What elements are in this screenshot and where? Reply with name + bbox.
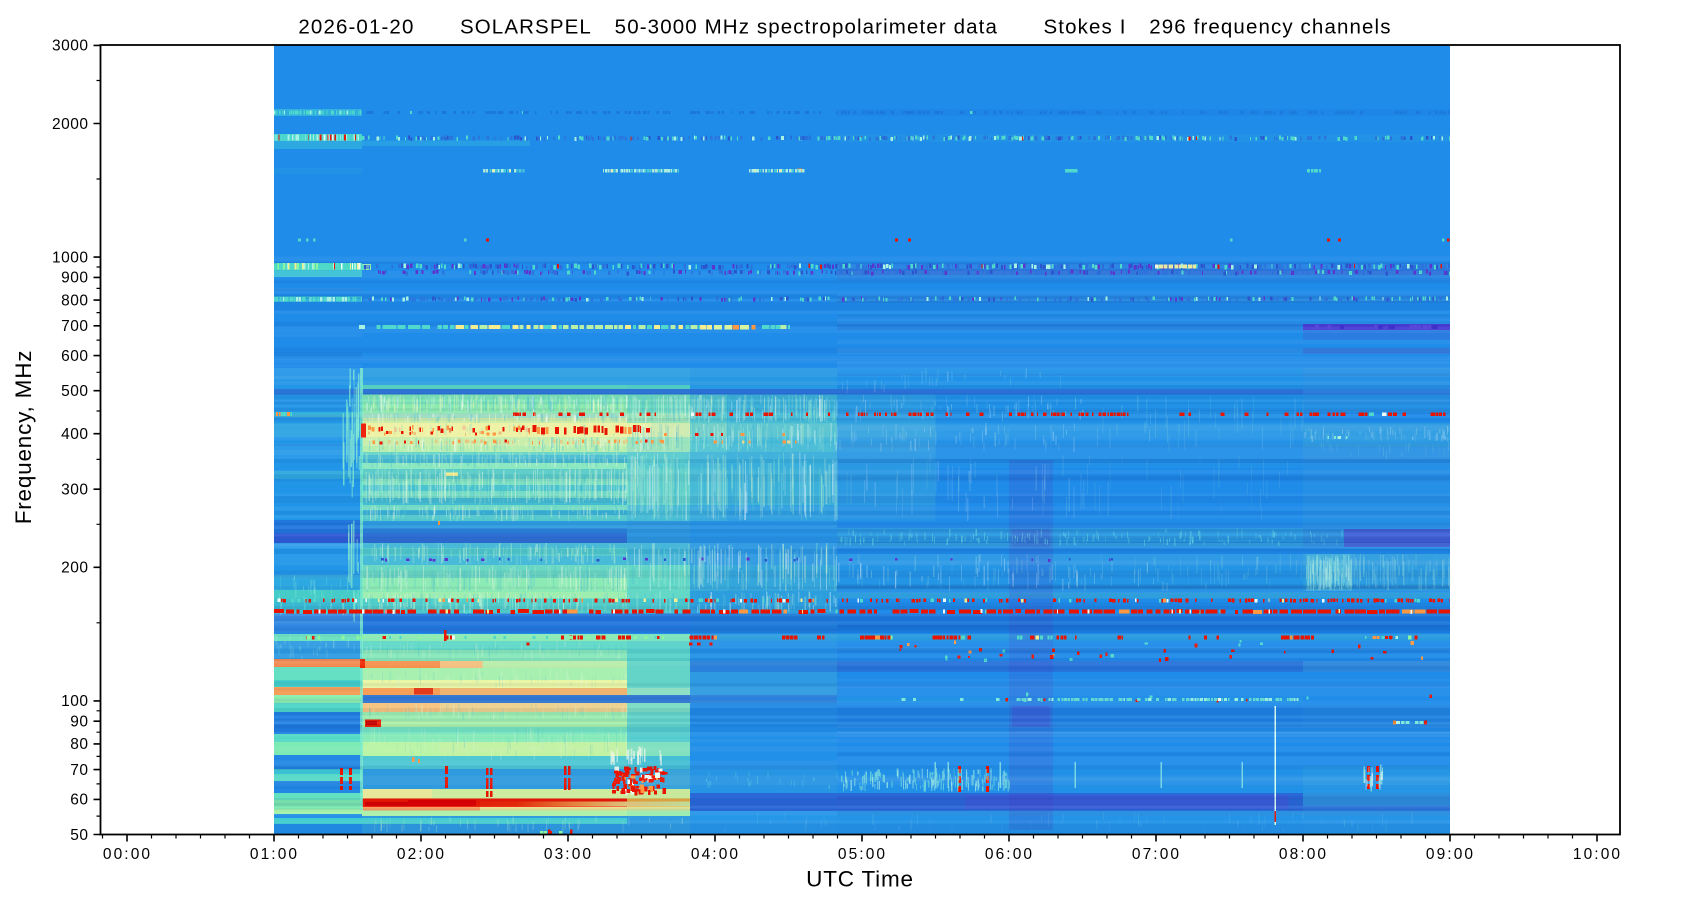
- svg-text:03:00: 03:00: [544, 846, 593, 863]
- svg-text:07:00: 07:00: [1132, 846, 1181, 863]
- svg-text:600: 600: [61, 348, 88, 365]
- svg-text:2026-01-20 SOLARSPEL 50-30: 2026-01-20 SOLARSPEL 50-3000 MHz spectro…: [298, 16, 1391, 39]
- svg-text:200: 200: [61, 560, 88, 577]
- svg-text:04:00: 04:00: [691, 846, 740, 863]
- svg-text:02:00: 02:00: [397, 846, 446, 863]
- svg-text:60: 60: [70, 792, 88, 809]
- svg-text:50: 50: [70, 827, 88, 844]
- svg-text:00:00: 00:00: [103, 846, 152, 863]
- svg-text:09:00: 09:00: [1426, 846, 1475, 863]
- svg-text:100: 100: [61, 693, 88, 710]
- svg-text:06:00: 06:00: [985, 846, 1034, 863]
- svg-text:3000: 3000: [52, 38, 88, 55]
- svg-text:1000: 1000: [52, 249, 88, 266]
- svg-text:900: 900: [61, 270, 88, 287]
- svg-text:10:00: 10:00: [1573, 846, 1622, 863]
- svg-text:300: 300: [61, 481, 88, 498]
- svg-text:800: 800: [61, 292, 88, 309]
- svg-text:05:00: 05:00: [838, 846, 887, 863]
- svg-text:01:00: 01:00: [250, 846, 299, 863]
- svg-text:400: 400: [61, 426, 88, 443]
- svg-text:2000: 2000: [52, 116, 88, 133]
- svg-text:500: 500: [61, 383, 88, 400]
- svg-text:70: 70: [70, 762, 88, 779]
- svg-text:700: 700: [61, 318, 88, 335]
- svg-text:Frequency, MHz: Frequency, MHz: [11, 350, 36, 525]
- svg-text:80: 80: [70, 736, 88, 753]
- svg-text:08:00: 08:00: [1279, 846, 1328, 863]
- svg-text:90: 90: [70, 714, 88, 731]
- svg-text:UTC Time: UTC Time: [806, 867, 914, 892]
